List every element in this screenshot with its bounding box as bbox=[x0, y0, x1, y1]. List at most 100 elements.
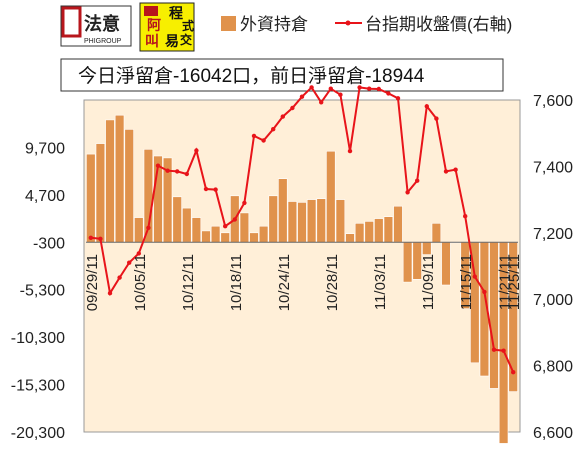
x-tick-label: 11/03/11 bbox=[372, 254, 389, 310]
left-tick-label: -15,300 bbox=[11, 378, 65, 395]
price-point bbox=[386, 91, 391, 96]
price-point bbox=[136, 251, 141, 256]
price-point bbox=[424, 104, 429, 109]
left-tick-label: -20,300 bbox=[11, 425, 65, 442]
x-tick-label: 10/24/11 bbox=[276, 254, 293, 311]
legend-bar-swatch bbox=[221, 16, 236, 31]
bar-mark bbox=[422, 242, 432, 255]
price-point bbox=[184, 171, 189, 177]
price-point bbox=[261, 138, 266, 143]
bar-mark bbox=[441, 242, 451, 286]
bar-mark bbox=[105, 119, 115, 243]
right-tick-label: 7,000 bbox=[533, 292, 573, 309]
price-point bbox=[223, 224, 228, 229]
x-tick-label: 11/15/11 bbox=[458, 254, 475, 310]
price-point bbox=[309, 85, 314, 90]
price-point bbox=[88, 235, 94, 240]
legend: 外資持倉 台指期收盤價(右軸) bbox=[221, 15, 512, 34]
bar-mark bbox=[95, 143, 106, 243]
price-point bbox=[482, 289, 487, 295]
price-point bbox=[415, 178, 420, 183]
logo-mark-icon bbox=[144, 6, 158, 16]
logo-char-4: 易 bbox=[165, 33, 179, 49]
bar-mark bbox=[402, 242, 413, 283]
price-point bbox=[472, 274, 477, 279]
x-tick-label: 11/09/11 bbox=[420, 254, 437, 310]
price-point bbox=[453, 167, 458, 172]
price-point bbox=[242, 200, 247, 206]
title-box: 今日淨留倉-16042口，前日淨留倉-18944 bbox=[60, 58, 504, 92]
bar-mark bbox=[201, 230, 211, 243]
bar-mark bbox=[114, 114, 125, 243]
bar-mark bbox=[124, 129, 134, 243]
left-tick-label: -300 bbox=[33, 235, 65, 252]
bar-mark bbox=[278, 178, 288, 243]
price-point bbox=[280, 114, 285, 119]
bar-mark bbox=[268, 195, 278, 243]
program-trading-logo: 程 式 交 易 叫 阿 bbox=[139, 2, 195, 52]
price-point bbox=[491, 347, 497, 352]
price-point bbox=[107, 291, 113, 296]
price-point bbox=[155, 163, 161, 168]
price-point bbox=[395, 96, 401, 101]
seal-icon bbox=[61, 6, 82, 38]
logo-text: 法意 bbox=[84, 13, 120, 34]
bar-mark bbox=[86, 153, 96, 243]
price-point bbox=[232, 217, 237, 222]
bar-mark bbox=[364, 221, 374, 243]
legend-line-label: 台指期收盤價(右軸) bbox=[365, 15, 512, 34]
price-point bbox=[203, 186, 209, 192]
price-point bbox=[463, 214, 468, 219]
bar-mark bbox=[326, 150, 336, 243]
x-tick-label: 10/18/11 bbox=[228, 254, 245, 311]
bar-mark bbox=[249, 232, 259, 243]
price-point bbox=[165, 168, 170, 173]
bar-mark bbox=[354, 223, 365, 243]
left-tick-label: -10,300 bbox=[11, 330, 65, 347]
legend-line-marker bbox=[345, 20, 351, 26]
bar-mark bbox=[239, 212, 250, 243]
price-point bbox=[347, 148, 353, 154]
price-point bbox=[357, 85, 362, 90]
price-point bbox=[117, 275, 122, 280]
bar-mark bbox=[134, 217, 144, 243]
x-tick-label: 09/29/11 bbox=[84, 254, 101, 311]
bar-mark bbox=[191, 217, 202, 243]
price-point bbox=[127, 260, 132, 265]
x-tick-label: 10/05/11 bbox=[132, 254, 149, 311]
price-point bbox=[367, 86, 372, 91]
price-point bbox=[338, 92, 343, 97]
bar-mark bbox=[335, 199, 346, 243]
price-point bbox=[146, 225, 151, 230]
right-axis: 7,600 7,400 7,200 7,000 6,800 6,600 bbox=[533, 93, 573, 442]
price-point bbox=[434, 116, 439, 121]
bar-mark bbox=[297, 202, 307, 243]
bar-mark bbox=[172, 196, 182, 243]
bar-mark bbox=[345, 233, 355, 243]
bar-mark bbox=[306, 199, 317, 243]
price-point bbox=[290, 105, 295, 111]
price-point bbox=[511, 370, 516, 375]
right-tick-label: 6,600 bbox=[533, 425, 573, 442]
x-axis: 09/29/11 10/05/11 10/12/11 10/18/11 10/24/11… bbox=[84, 254, 523, 311]
price-point bbox=[405, 190, 410, 195]
legend-bar-label: 外資持倉 bbox=[240, 15, 308, 34]
bar-mark bbox=[383, 216, 394, 243]
phigroup-logo: 法意 PHIGROUP bbox=[60, 5, 132, 47]
logo-char-1: 程 bbox=[169, 5, 183, 21]
bar-mark bbox=[182, 207, 192, 243]
bar-mark bbox=[431, 223, 442, 243]
logo-subtext: PHIGROUP bbox=[84, 38, 122, 45]
bar-mark bbox=[220, 232, 230, 243]
x-tick-label: 10/12/11 bbox=[180, 254, 197, 311]
x-tick-label: 11/25/11 bbox=[506, 254, 523, 310]
price-point bbox=[319, 100, 324, 105]
logo-char-2: 式 bbox=[182, 18, 194, 33]
price-point bbox=[501, 348, 506, 353]
right-tick-label: 7,400 bbox=[533, 159, 573, 176]
x-tick-label: 10/28/11 bbox=[324, 254, 341, 311]
left-axis: 9,700 4,700 -300 -5,300 -10,300 -15,300 -20,30… bbox=[11, 140, 65, 442]
logo-char-3: 交 bbox=[180, 32, 192, 47]
price-point bbox=[328, 86, 333, 91]
